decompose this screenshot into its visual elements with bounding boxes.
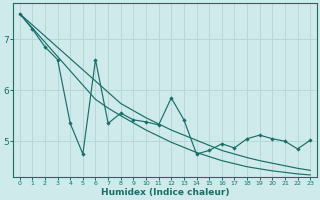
X-axis label: Humidex (Indice chaleur): Humidex (Indice chaleur)	[101, 188, 229, 197]
